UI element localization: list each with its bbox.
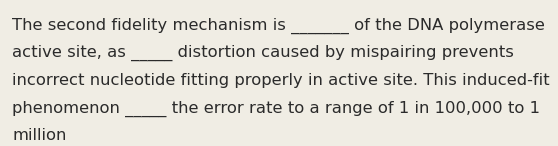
Text: phenomenon _____ the error rate to a range of 1 in 100,000 to 1: phenomenon _____ the error rate to a ran… [12,101,540,117]
Text: million: million [12,128,66,144]
Text: incorrect nucleotide fitting properly in active site. This induced-fit: incorrect nucleotide fitting properly in… [12,73,550,88]
Text: The second fidelity mechanism is _______ of the DNA polymerase: The second fidelity mechanism is _______… [12,18,545,34]
Text: active site, as _____ distortion caused by mispairing prevents: active site, as _____ distortion caused … [12,45,514,61]
